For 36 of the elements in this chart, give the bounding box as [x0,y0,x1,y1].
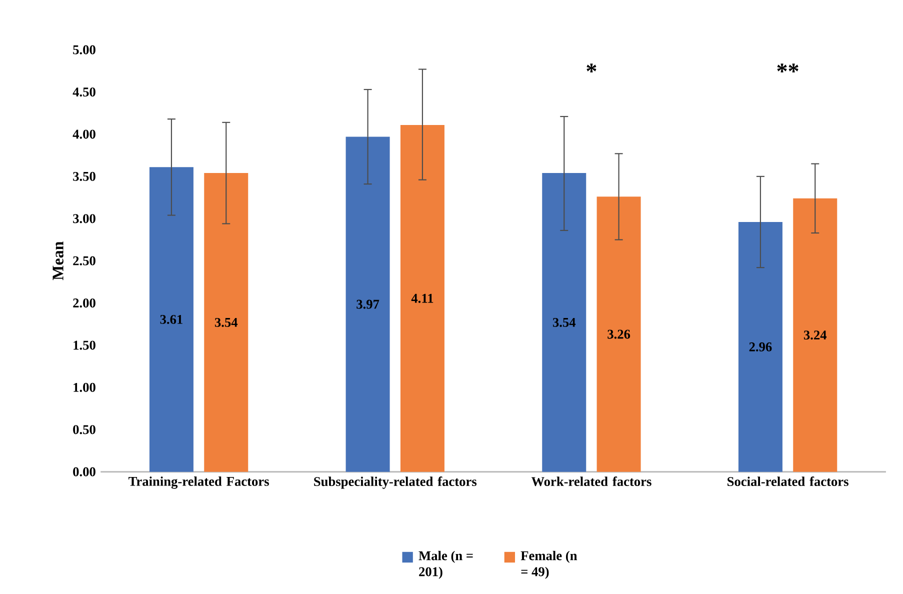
y-tick-label: 3.00 [73,214,96,224]
bar [346,136,390,472]
data-label: 4.11 [411,294,434,303]
bar [542,173,586,472]
bar [596,196,641,472]
annotation: * [586,64,596,72]
y-tick-label: 4.00 [72,130,96,139]
y-tick-label: 2.00 [73,298,96,308]
x-tick-label: Training-related Factors [128,476,269,489]
data-label: 3.97 [356,300,380,309]
annotation: ** [777,64,798,72]
y-tick-label: 5.00 [73,45,96,54]
legend-label: Male (n = 201) [418,550,473,579]
bar [400,124,444,472]
x-tick-label: Subspeciality-related factors [314,476,477,489]
x-tick-label: Work-related factors [531,476,652,486]
bar [738,222,782,472]
data-label: 3.26 [608,330,630,339]
data-label: 3.61 [160,314,182,324]
data-label: 2.96 [749,342,772,352]
y-tick-label: 1.00 [74,382,96,392]
y-tick-label: 2.50 [73,256,96,266]
y-axis-title: Mean [52,242,64,280]
bar [149,167,194,472]
y-tick-label: 4.50 [72,88,96,97]
legend-label: Female (n = 49) [520,550,578,579]
data-label: 3.54 [552,318,576,327]
bar [793,198,838,472]
data-label: 3.54 [214,318,238,327]
y-tick-label: 3.50 [73,172,96,181]
y-tick-label: 1.50 [74,340,96,350]
x-tick-label: Social-related factors [728,476,848,486]
bar [204,173,248,472]
data-label: 3.24 [804,330,827,340]
y-tick-label: 0.50 [73,425,96,434]
y-tick-label: 0.00 [73,467,96,476]
